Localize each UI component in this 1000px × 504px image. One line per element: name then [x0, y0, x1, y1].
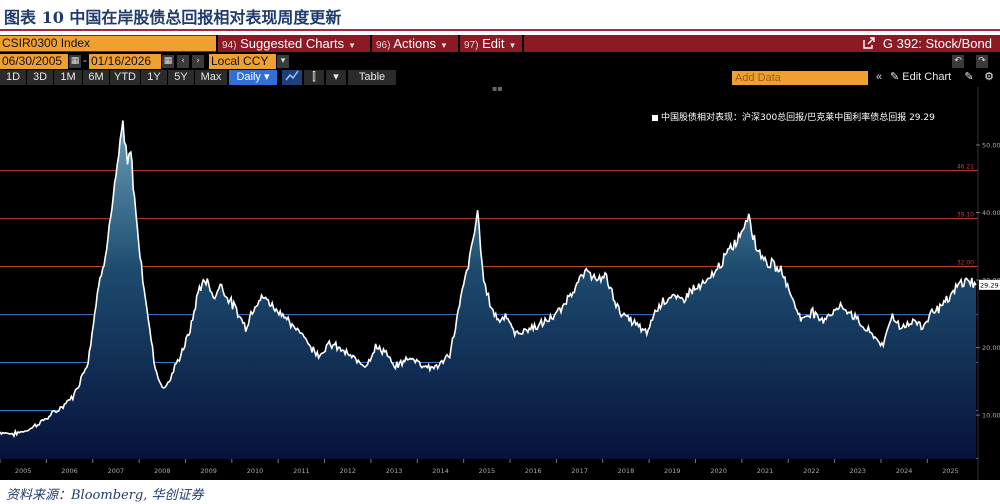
x-tick-label: 2005 — [15, 467, 32, 475]
series-area — [0, 120, 976, 459]
gear-icon[interactable]: ⚙ — [984, 71, 994, 83]
calendar-icon[interactable]: ▦ — [162, 55, 174, 68]
table-button[interactable]: Table — [348, 70, 396, 85]
drag-handle-icon[interactable]: ▪▪ — [492, 87, 503, 93]
chevron-down-icon: ▼ — [508, 41, 517, 50]
x-tick-label: 2012 — [339, 467, 356, 475]
menu-label: Edit — [482, 36, 505, 51]
x-tick-label: 2021 — [757, 467, 774, 475]
x-tick-label: 2019 — [664, 467, 681, 475]
x-tick-label: 2023 — [849, 467, 866, 475]
figure-caption: 图表 10 中国在岸股债总回报相对表现周度更新 — [4, 8, 342, 27]
caption-divider — [0, 29, 1000, 31]
chevron-down-icon[interactable]: ▾ — [326, 70, 346, 85]
band-label: 32.00 — [957, 260, 974, 267]
x-tick-label: 2009 — [200, 467, 217, 475]
y-tick-label: 40.00 — [982, 209, 1000, 217]
period-max-button[interactable]: Max — [195, 70, 227, 85]
period-3d-button[interactable]: 3D — [27, 70, 53, 85]
chart-legend: 中国股债相对表现：沪深300总回报/巴克莱中国利率债总回报 29.29 — [652, 110, 935, 123]
divider — [522, 35, 524, 52]
period-6m-button[interactable]: 6M — [83, 70, 109, 85]
line-chart-icon[interactable] — [282, 70, 302, 85]
frequency-select[interactable]: Daily ▾ — [229, 70, 277, 85]
x-tick-label: 2013 — [386, 467, 403, 475]
period-5y-button[interactable]: 5Y — [168, 70, 194, 85]
menu-number: 94) — [222, 40, 237, 51]
toolbar-main: CSIR0300 Index 94) Suggested Charts ▼ 96)… — [0, 35, 1000, 52]
x-tick-label: 2010 — [247, 467, 264, 475]
x-tick-label: 2014 — [432, 467, 449, 475]
currency-select[interactable]: Local CCY — [209, 54, 276, 69]
calendar-icon[interactable]: ▦ — [69, 55, 81, 68]
chart-title-text: G 392: Stock/Bond — [882, 36, 992, 51]
x-tick-label: 2016 — [525, 467, 542, 475]
last-value-label: 29.29 — [980, 281, 999, 289]
frequency-label: Daily — [236, 71, 261, 83]
toolbar-dates: 06/30/2005 ▦ - 01/16/2026 ▦ ‹ › Local CC… — [0, 54, 1000, 69]
actions-menu[interactable]: 96) Actions ▼ — [376, 35, 448, 52]
menu-number: 97) — [464, 40, 479, 51]
band-label: 46.21 — [957, 164, 974, 171]
x-tick-label: 2011 — [293, 467, 310, 475]
source-note: 资料来源：Bloomberg, 华创证券 — [6, 488, 204, 503]
chevron-left-icon[interactable]: ‹ — [177, 55, 189, 68]
series-line — [0, 120, 977, 439]
collapse-icon[interactable]: « — [875, 71, 883, 83]
x-tick-label: 2007 — [108, 467, 125, 475]
divider — [216, 35, 218, 52]
pencil-icon: ✎ — [890, 71, 900, 83]
x-tick-label: 2025 — [942, 467, 959, 475]
chevron-right-icon[interactable]: › — [192, 55, 204, 68]
undo-icon[interactable]: ↶ — [952, 55, 964, 68]
edit-menu[interactable]: 97) Edit ▼ — [464, 35, 516, 52]
y-tick-label: 20.00 — [982, 344, 1000, 352]
divider — [370, 35, 372, 52]
chevron-down-icon: ▼ — [440, 41, 448, 50]
y-tick-label: 50.00 — [982, 142, 1000, 150]
suggested-charts-menu[interactable]: 94) Suggested Charts ▼ — [222, 35, 356, 52]
divider — [458, 35, 460, 52]
legend-text: 中国股债相对表现：沪深300总回报/巴克莱中国利率债总回报 29.29 — [661, 113, 935, 123]
annotate-icon[interactable]: ✎ — [964, 71, 974, 83]
x-tick-label: 2015 — [479, 467, 496, 475]
period-1y-button[interactable]: 1Y — [141, 70, 167, 85]
x-tick-label: 2006 — [61, 467, 78, 475]
band-label: 39.10 — [957, 212, 974, 219]
start-date-field[interactable]: 06/30/2005 — [0, 54, 68, 69]
period-1d-button[interactable]: 1D — [0, 70, 26, 85]
edit-chart-label: Edit Chart — [902, 71, 952, 83]
end-date-field[interactable]: 01/16/2026 — [89, 54, 161, 69]
x-tick-label: 2017 — [571, 467, 588, 475]
add-data-input[interactable]: Add Data — [732, 71, 868, 85]
chevron-down-icon: ▼ — [348, 41, 357, 50]
menu-label: Suggested Charts — [240, 36, 345, 51]
x-tick-label: 2018 — [618, 467, 635, 475]
export-icon[interactable] — [863, 37, 875, 49]
menu-label: Actions — [393, 36, 436, 51]
bar-chart-icon[interactable]: ⫿ — [304, 70, 324, 85]
x-tick-label: 2020 — [710, 467, 727, 475]
toolbar-periods: 1D 3D 1M 6M YTD 1Y 5Y Max Daily ▾ ⫿ ▾ Ta… — [0, 70, 1000, 85]
y-tick-label: 10.00 — [982, 412, 1000, 420]
date-range-dash: - — [83, 55, 87, 67]
last-value-badge — [979, 279, 1000, 290]
edit-chart-button[interactable]: ✎ Edit Chart — [890, 70, 956, 85]
bloomberg-terminal: CSIR0300 Index 94) Suggested Charts ▼ 96)… — [0, 35, 1000, 480]
chart-window-title[interactable]: G 392: Stock/Bond — [863, 35, 992, 52]
x-tick-label: 2022 — [803, 467, 820, 475]
chevron-down-icon[interactable]: ▾ — [277, 55, 289, 68]
x-tick-label: 2024 — [896, 467, 913, 475]
menu-number: 96) — [376, 40, 391, 51]
x-tick-label: 2008 — [154, 467, 171, 475]
legend-swatch — [652, 114, 658, 121]
ticker-field[interactable]: CSIR0300 Index — [0, 36, 216, 51]
period-ytd-button[interactable]: YTD — [110, 70, 140, 85]
redo-icon[interactable]: ↷ — [976, 55, 988, 68]
period-1m-button[interactable]: 1M — [54, 70, 82, 85]
